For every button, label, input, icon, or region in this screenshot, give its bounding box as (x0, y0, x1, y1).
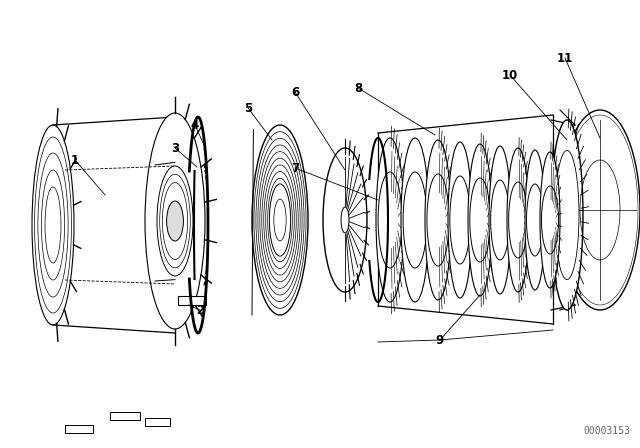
Text: 3: 3 (171, 142, 179, 155)
Ellipse shape (145, 113, 205, 329)
Text: 6: 6 (291, 86, 299, 99)
Ellipse shape (468, 144, 492, 296)
Bar (65, 425, 93, 433)
Bar (178, 296, 206, 305)
Ellipse shape (427, 174, 449, 266)
Ellipse shape (509, 182, 527, 258)
Ellipse shape (541, 186, 559, 254)
Ellipse shape (540, 152, 560, 288)
Ellipse shape (489, 146, 511, 294)
Ellipse shape (376, 138, 404, 302)
Text: 10: 10 (502, 69, 518, 82)
Text: 8: 8 (354, 82, 362, 95)
Ellipse shape (525, 150, 545, 290)
Ellipse shape (470, 178, 490, 262)
Ellipse shape (403, 172, 427, 268)
Bar (145, 418, 170, 426)
Bar (110, 412, 140, 420)
Ellipse shape (555, 151, 579, 280)
Text: 00003153: 00003153 (583, 426, 630, 436)
Ellipse shape (450, 176, 470, 264)
Text: 7: 7 (291, 161, 299, 175)
Ellipse shape (425, 140, 451, 300)
Ellipse shape (274, 199, 286, 241)
Ellipse shape (448, 142, 472, 298)
Text: 11: 11 (557, 52, 573, 65)
Ellipse shape (560, 110, 640, 310)
Ellipse shape (252, 125, 308, 315)
Ellipse shape (491, 180, 509, 260)
Ellipse shape (401, 138, 429, 302)
Ellipse shape (157, 166, 193, 276)
Ellipse shape (32, 125, 74, 325)
Ellipse shape (166, 201, 184, 241)
Ellipse shape (378, 172, 402, 268)
Ellipse shape (323, 148, 367, 292)
Ellipse shape (341, 207, 349, 233)
Text: 9: 9 (436, 333, 444, 346)
Text: 2: 2 (196, 303, 204, 316)
Text: 5: 5 (244, 102, 252, 115)
Ellipse shape (527, 184, 543, 256)
Text: 1: 1 (71, 154, 79, 167)
Ellipse shape (507, 148, 529, 292)
Ellipse shape (551, 120, 583, 310)
Text: 4: 4 (191, 119, 199, 132)
Ellipse shape (269, 184, 291, 256)
